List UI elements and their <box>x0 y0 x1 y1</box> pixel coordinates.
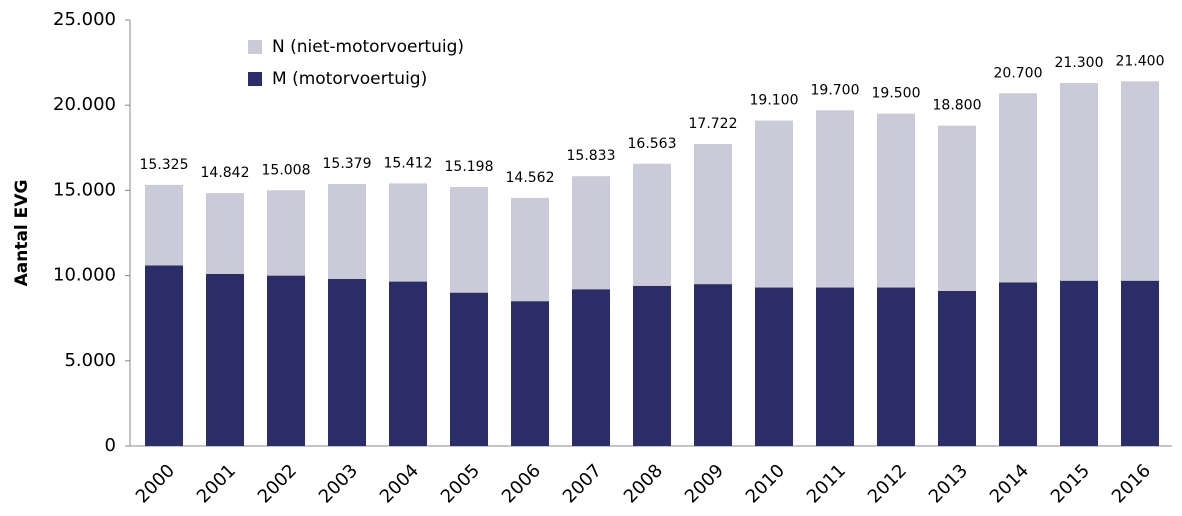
x-tick-label: 2008 <box>620 460 667 507</box>
bar-segment <box>206 273 244 446</box>
bar-segment <box>1060 83 1098 281</box>
bar-segment <box>755 287 793 446</box>
total-label: 17.722 <box>689 116 738 132</box>
bar-segment <box>1121 81 1159 281</box>
x-tick-label: 2007 <box>559 460 606 507</box>
bar-segment <box>328 183 366 280</box>
x-tick-label: 2005 <box>437 460 484 507</box>
total-label: 19.700 <box>811 82 860 98</box>
bar-segment <box>938 290 976 446</box>
y-tick-label: 20.000 <box>53 94 116 115</box>
bar-segment <box>450 187 488 293</box>
x-tick-label: 2013 <box>925 460 972 507</box>
y-tick-label: 25.000 <box>53 9 116 30</box>
bar-segment <box>633 163 671 286</box>
bar-segment <box>1121 280 1159 446</box>
x-tick-label: 2004 <box>376 460 423 507</box>
x-tick-label: 2009 <box>681 460 728 507</box>
bar-segment <box>999 282 1037 446</box>
x-tick-label: 2012 <box>864 460 911 507</box>
bar-segment <box>145 265 183 446</box>
bar-segment <box>572 289 610 446</box>
legend-swatch <box>248 72 262 86</box>
bar-segment <box>267 190 305 276</box>
bar-segment <box>267 275 305 446</box>
y-axis-label: Aantal EVG <box>12 180 32 287</box>
bar-segment <box>206 193 244 274</box>
x-tick-label: 2014 <box>986 460 1033 507</box>
total-label: 15.412 <box>384 155 433 171</box>
total-label: 19.100 <box>750 93 799 109</box>
y-tick-label: 10.000 <box>53 265 116 286</box>
total-label: 21.400 <box>1116 53 1165 69</box>
bar-segment <box>450 292 488 446</box>
bar-segment <box>145 184 183 266</box>
total-label: 20.700 <box>994 65 1043 81</box>
bar-segment <box>877 287 915 446</box>
x-tick-label: 2011 <box>803 460 850 507</box>
legend-label: N (niet-motorvoertuig) <box>272 37 464 57</box>
y-tick-label: 5.000 <box>64 350 116 371</box>
x-tick-label: 2003 <box>315 460 362 507</box>
total-label: 19.500 <box>872 86 921 102</box>
bar-segment <box>328 279 366 446</box>
bar-segment <box>633 285 671 446</box>
bar-segment <box>694 284 732 446</box>
x-tick-label: 2006 <box>498 460 545 507</box>
bar-segment <box>572 176 610 290</box>
bar-segment <box>816 110 854 288</box>
bar-segment <box>1060 280 1098 446</box>
total-label: 14.562 <box>506 170 555 186</box>
total-label: 15.833 <box>567 148 616 164</box>
total-label: 15.325 <box>140 157 189 173</box>
bar-segment <box>877 113 915 288</box>
bar-segment <box>938 125 976 291</box>
total-label: 15.198 <box>445 159 494 175</box>
bar-segment <box>816 287 854 446</box>
legend-label: M (motorvoertuig) <box>272 69 427 89</box>
total-label: 21.300 <box>1055 55 1104 71</box>
total-label: 18.800 <box>933 98 982 114</box>
x-tick-label: 2002 <box>254 460 301 507</box>
total-label: 16.563 <box>628 136 677 152</box>
bar-segment <box>694 144 732 285</box>
x-tick-label: 2000 <box>132 460 179 507</box>
bar-segment <box>755 120 793 288</box>
bar-segment <box>511 301 549 446</box>
total-label: 15.008 <box>262 162 311 178</box>
total-label: 14.842 <box>201 165 250 181</box>
y-tick-label: 15.000 <box>53 179 116 200</box>
bar-segment <box>511 197 549 302</box>
bar-segment <box>999 93 1037 283</box>
x-tick-label: 2010 <box>742 460 789 507</box>
bar-segment <box>389 183 427 282</box>
bar-segment <box>389 281 427 446</box>
x-tick-label: 2015 <box>1047 460 1094 507</box>
x-tick-label: 2016 <box>1108 460 1155 507</box>
x-tick-label: 2001 <box>193 460 240 507</box>
total-label: 15.379 <box>323 156 372 172</box>
y-tick-label: 0 <box>105 435 116 456</box>
legend-swatch <box>248 40 262 54</box>
